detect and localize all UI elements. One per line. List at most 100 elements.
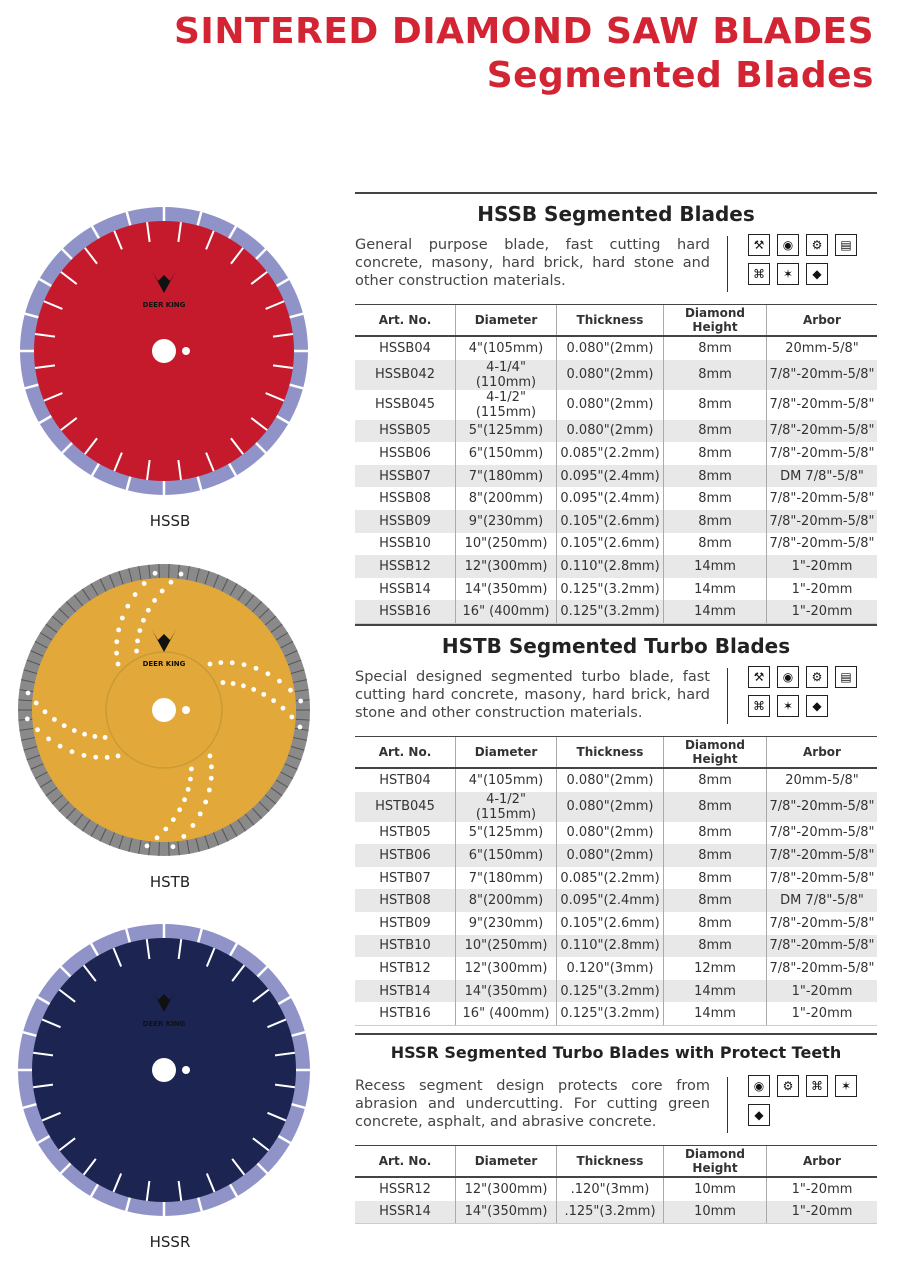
table-cell: 4"(105mm) [455,336,557,360]
table-cell: 8mm [663,791,767,822]
table-cell: 12"(300mm) [455,957,557,980]
wall-saw-icon: ▤ [835,666,857,688]
section-description: General purpose blade, fast cutting hard… [355,237,710,289]
table-cell: 14mm [663,600,767,624]
table-row: HSSB05 5"(125mm) 0.080"(2mm) 8mm 7/8"-20mm-5… [355,419,877,443]
table-cell: 14mm [663,555,767,578]
table-cell: 7/8"-20mm-5/8" [766,389,877,420]
table-cell: 16" (400mm) [455,600,557,624]
table-cell: HSTB05 [379,825,431,841]
arbor-hole [152,1058,176,1082]
hssb-blade-caption: HSSB [149,512,191,530]
table-cell: 8mm [663,911,767,935]
column-header: Diamond Height [663,304,767,337]
application-icons: ⚒ ◉ ⚙ ▤ ⌘ ✶ ◆ [748,234,878,285]
table-cell: 12mm [663,957,767,980]
water-drop-icon: ◆ [806,695,828,717]
hstb-blade-image: DEER KING [14,560,314,860]
table-cell: HSSB042 [355,359,456,390]
table-cell: 8mm [663,844,767,867]
table-cell: HSSB06 [379,445,431,461]
section-description: Recess segment design protects core from… [355,1078,710,1130]
table-cell: 0.125"(3.2mm) [556,979,664,1003]
cutting-machine-icon: ⚙ [777,1075,799,1097]
table-cell: 7"(180mm) [455,464,557,488]
table-cell: HSSB09 [355,509,456,533]
hand-saw-icon: ⚒ [748,234,770,256]
table-cell: 5"(125mm) [455,821,557,845]
column-header: Art. No. [355,736,456,769]
table-cell: HSSB04 [379,340,431,356]
table-cell: DM 7/8"-5/8" [766,889,877,912]
table-cell: 7/8"-20mm-5/8" [766,934,877,958]
table-cell: 6"(150mm) [455,844,557,867]
wet-cut-icon: ✶ [835,1075,857,1097]
eye-protection-icon: ◉ [748,1075,770,1097]
table-row: HSTB16 16" (400mm) 0.125"(3.2mm) 14mm 1"-20m… [355,1002,877,1026]
table-cell: 0.080"(2mm) [556,844,664,867]
table-cell: HSTB16 [355,1002,456,1026]
table-cell: 12"(300mm) [455,555,557,578]
table-cell: HSSB07 [355,464,456,488]
table-cell: 16" (400mm) [455,1002,557,1026]
column-header: Diameter [455,304,557,337]
table-cell: 1"-20mm [766,1177,877,1201]
column-header: Diameter [455,1145,557,1178]
hstb-blade-caption: HSTB [149,873,191,891]
table-cell: 7"(180mm) [455,866,557,890]
table-row: HSTB08 8"(200mm) 0.095"(2.4mm) 8mm DM 7/8"-5… [355,889,877,912]
table-cell: 8mm [663,509,767,533]
table-cell: 0.085"(2.2mm) [556,866,664,890]
table-cell: 7/8"-20mm-5/8" [766,532,877,556]
cutting-machine-icon: ⚙ [806,666,828,688]
wet-cut-icon: ✶ [777,263,799,285]
deer-logo [152,630,176,652]
brand-text: DEER KING [143,301,186,309]
table-cell: 8mm [663,934,767,958]
column-header: Arbor [766,736,877,769]
table-cell: 1"-20mm [766,577,877,601]
table-cell: 0.085"(2.2mm) [556,442,664,465]
table-row: HSSB042 4-1/4"(110mm) 0.080"(2mm) 8mm 7/8"-2… [355,359,877,390]
table-cell: 1"-20mm [766,1200,877,1225]
table-cell: 0.110"(2.8mm) [556,934,664,958]
hand-saw-icon: ⚒ [748,666,770,688]
table-cell: DM 7/8"-5/8" [766,464,877,488]
table-row: HSSB16 16" (400mm) 0.125"(3.2mm) 14mm 1"-20m… [355,600,877,624]
table-cell: 7/8"-20mm-5/8" [766,791,877,822]
table-cell: 0.080"(2mm) [556,821,664,845]
table-cell: HSTB12 [379,960,431,976]
hssr-blade-image: DEER KING [14,920,314,1220]
table-cell: 6"(150mm) [455,442,557,465]
table-row: HSTB07 7"(180mm) 0.085"(2.2mm) 8mm 7/8"-20mm… [355,866,877,890]
eye-protection-icon: ◉ [777,234,799,256]
table-cell: 8mm [663,359,767,390]
table-cell: 1"-20mm [766,555,877,578]
table-cell: 9"(230mm) [455,509,557,533]
table-row: HSSB08 8"(200mm) 0.095"(2.4mm) 8mm 7/8"-20mm… [355,487,877,510]
application-icons: ⚒ ◉ ⚙ ▤ ⌘ ✶ ◆ [748,666,878,717]
column-header: Diamond Height [663,736,767,769]
hssr-section: HSSR Segmented Turbo Blades with Protect… [355,1033,877,1225]
table-cell: 8mm [663,532,767,556]
table-cell: 0.110"(2.8mm) [556,555,664,578]
table-row: HSTB045 4-1/2"(115mm) 0.080"(2mm) 8mm 7/8"-2… [355,791,877,822]
table-row: HSTB14 14"(350mm) 0.125"(3.2mm) 14mm 1"-20mm [355,979,877,1003]
table-cell: HSSB16 [355,600,456,624]
table-cell: 10mm [663,1177,767,1201]
table-cell: 0.095"(2.4mm) [556,464,664,488]
table-cell: 8mm [663,389,767,420]
eye-protection-icon: ◉ [777,666,799,688]
section-title: HSSB Segmented Blades [477,202,755,226]
water-drop-icon: ◆ [748,1104,770,1126]
table-cell: 4-1/2"(115mm) [455,389,557,420]
deer-logo [152,990,176,1012]
section-description: Special designed segmented turbo blade, … [355,669,710,721]
table-cell: HSTB14 [355,979,456,1003]
table-row: HSSB09 9"(230mm) 0.105"(2.6mm) 8mm 7/8"-20mm… [355,509,877,533]
table-cell: HSSB05 [355,419,456,443]
table-cell: HSTB08 [355,889,456,912]
table-cell: .125"(3.2mm) [556,1200,664,1225]
table-row: HSTB04 4"(105mm) 0.080"(2mm) 8mm 20mm-5/8" [355,768,877,792]
table-cell: .120"(3mm) [556,1177,664,1201]
